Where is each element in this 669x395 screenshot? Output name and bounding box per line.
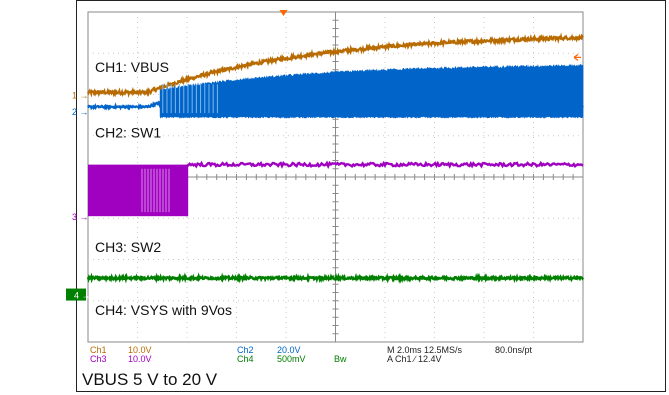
setting-trigger: A Ch1 ∕ 12.4V	[387, 354, 442, 364]
channel-markers: 1 → 2 → 3 → 4 →	[66, 91, 91, 301]
setting-ch3-scale: 10.0V	[128, 354, 152, 364]
setting-resolution: 80.0ns/pt	[495, 345, 533, 355]
trace-ch1	[86, 32, 584, 98]
series-label-ch4: CH4: VSYS with 9Vos	[95, 302, 232, 318]
scope-settings-footer: Ch1 10.0V Ch3 10.0V Ch2 20.0V Ch4 500mV Bw M 2.0m…	[90, 345, 533, 364]
scope-traces	[86, 10, 585, 284]
trace-ch3-switching	[88, 164, 187, 217]
setting-ch1-name: Ch1	[90, 345, 107, 355]
setting-ch2-scale: 20.0V	[277, 345, 301, 355]
channel-3-marker: 3 →	[72, 212, 89, 222]
trace-ch2-switching	[159, 63, 584, 119]
setting-ch3-name: Ch3	[90, 354, 107, 364]
setting-bandwidth: Bw	[334, 354, 347, 364]
trace-ch3	[185, 160, 584, 217]
setting-horizontal: M 2.0ms 12.5MS/s	[387, 345, 463, 355]
channel-1-marker: 1 →	[72, 91, 89, 101]
series-label-ch2: CH2: SW1	[95, 124, 161, 140]
figure-frame	[76, 0, 666, 392]
channel-2-marker: 2 →	[72, 107, 89, 117]
channel-4-marker: 4 →	[74, 291, 91, 301]
trigger-level-arrow	[573, 53, 581, 61]
series-label-ch1: CH1: VBUS	[95, 59, 169, 75]
setting-ch4-name: Ch4	[237, 354, 254, 364]
channel-labels: CH1: VBUS CH2: SW1 CH3: SW2 CH4: VSYS with …	[95, 59, 232, 318]
setting-ch4-scale: 500mV	[277, 354, 306, 364]
setting-ch2-name: Ch2	[237, 345, 254, 355]
figure-caption: VBUS 5 V to 20 V	[82, 370, 218, 389]
setting-ch1-scale: 10.0V	[128, 345, 152, 355]
trigger-position-marker	[279, 10, 288, 16]
channel-4-marker-box	[66, 288, 86, 301]
series-label-ch3: CH3: SW2	[95, 239, 161, 255]
trace-ch4	[86, 272, 585, 284]
